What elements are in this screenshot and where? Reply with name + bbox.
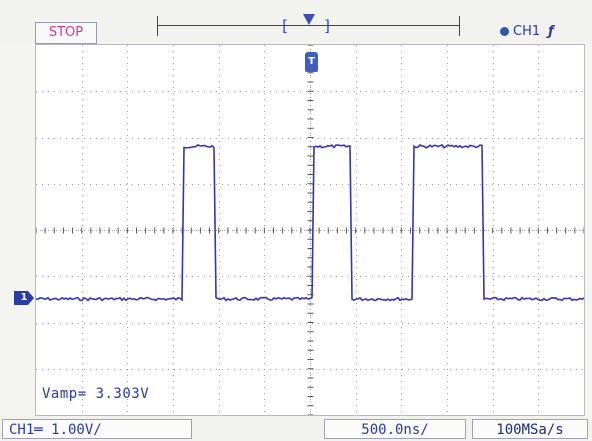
run-state-badge[interactable]: STOP [35,22,97,44]
waveform-display [35,44,585,416]
channel-scale-readout[interactable]: CH1═ 1.00V/ [2,419,192,439]
trigger-status-dot-icon [500,27,509,36]
waveform-svg [35,44,585,416]
trigger-edge-icon: ƒ [548,24,554,39]
sample-rate-readout: 100MSa/s [472,419,588,439]
memory-bar-line [157,25,460,26]
channel-1-ground-marker[interactable]: 1 [14,291,34,305]
memory-trigger-marker-icon [303,14,315,25]
view-window-left-bracket: [ [280,17,290,35]
timebase-readout[interactable]: 500.0ns/ [324,419,466,439]
trigger-channel-label: CH1 [513,24,541,39]
view-window-right-bracket: ] [323,17,333,35]
trigger-position-marker[interactable]: T [305,52,318,72]
memory-position-bar: [ ] [157,12,460,40]
measurement-readout: Vamp= 3.303V [42,386,150,402]
memory-bar-left-end [157,16,158,36]
top-status-bar [0,0,592,44]
trigger-source-indicator[interactable]: CH1 ƒ [500,22,586,42]
channel-1-trace [35,143,585,302]
memory-bar-right-end [459,16,460,36]
